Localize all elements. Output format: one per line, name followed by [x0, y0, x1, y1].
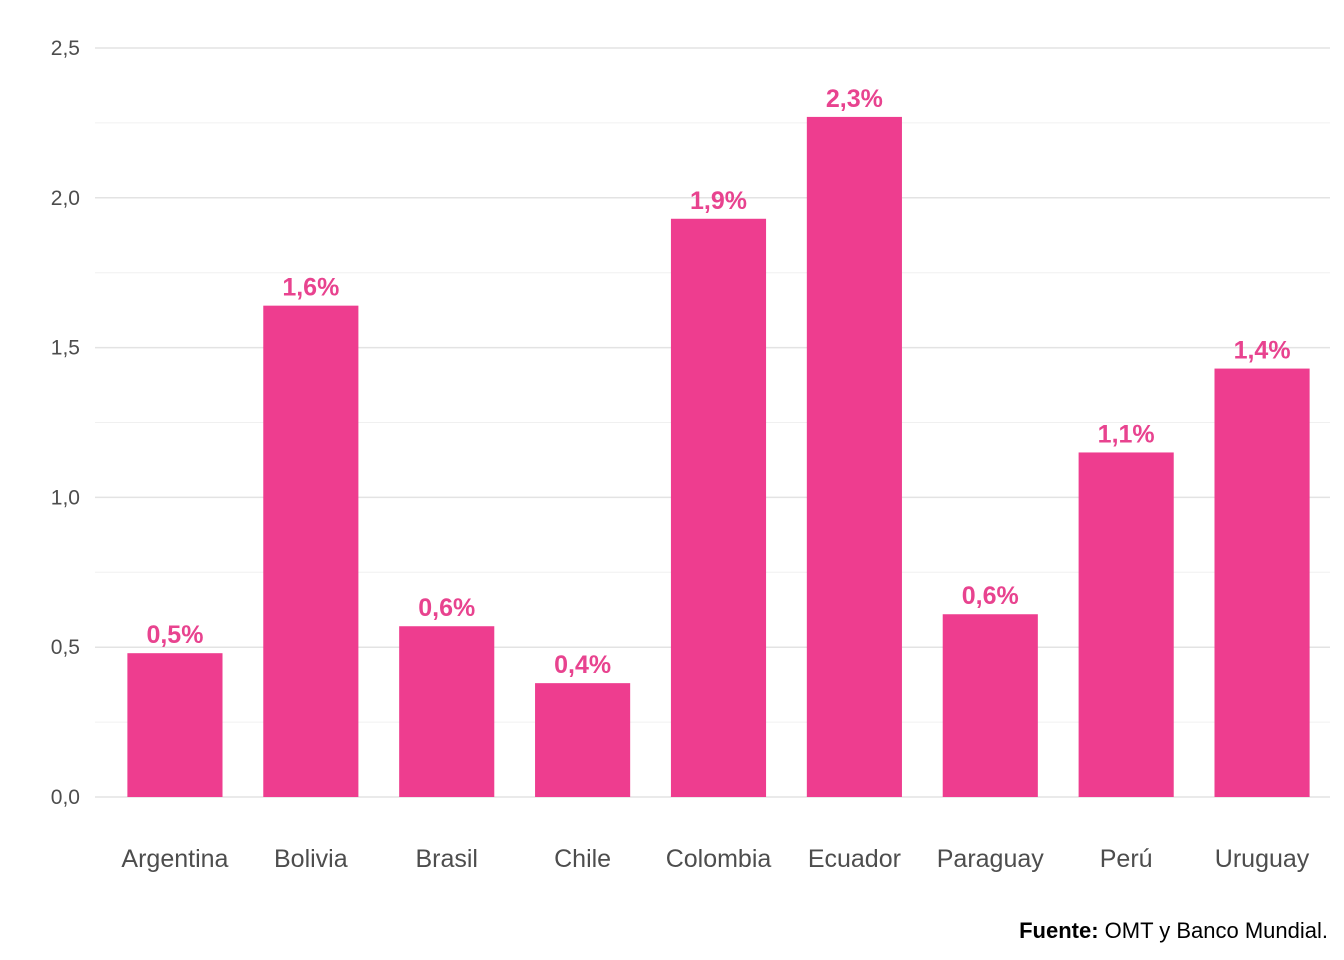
- x-axis-ticks: Argentina Bolivia Brasil Chile Colombia Ecuad…: [121, 845, 1309, 873]
- y-tick-label: 0,0: [51, 786, 80, 809]
- bar: [535, 683, 631, 797]
- y-tick-label: 1,5: [51, 337, 80, 360]
- x-tick-label: Argentina: [121, 845, 228, 873]
- x-tick-label: Ecuador: [808, 845, 901, 873]
- bar: [1214, 368, 1310, 797]
- data-label: 1,4%: [1234, 337, 1291, 365]
- source-label: Fuente:: [1019, 918, 1099, 943]
- y-tick-label: 1,0: [51, 486, 80, 509]
- data-label: 0,5%: [146, 621, 203, 649]
- data-label: 1,6%: [282, 274, 339, 302]
- bar: [399, 626, 495, 797]
- bar: [670, 218, 767, 798]
- data-label: 1,1%: [1098, 420, 1155, 448]
- x-tick-label: Chile: [554, 845, 611, 873]
- x-tick-label: Perú: [1100, 845, 1153, 873]
- x-tick-label: Brasil: [415, 845, 478, 873]
- y-tick-label: 0,5: [51, 636, 80, 659]
- data-labels: 0,5% 1,6% 0,6% 0,4% 1,9% 2,3% 0,6% 1,1% 1,4%: [146, 85, 1290, 679]
- bar: [263, 305, 359, 797]
- data-label: 0,6%: [418, 594, 475, 622]
- data-label: 0,6%: [962, 582, 1019, 610]
- bar: [806, 116, 902, 797]
- source-note: Fuente: OMT y Banco Mundial.: [1019, 918, 1328, 944]
- y-tick-label: 2,0: [51, 187, 80, 210]
- bar: [942, 614, 1038, 797]
- y-tick-label: 2,5: [51, 37, 80, 60]
- bars: [127, 116, 1310, 798]
- bar: [1078, 452, 1174, 797]
- y-axis-ticks: 0,0 0,5 1,0 1,5 2,0 2,5: [51, 37, 80, 809]
- data-label: 2,3%: [826, 85, 883, 113]
- data-label: 1,9%: [690, 187, 747, 215]
- x-tick-label: Bolivia: [274, 845, 348, 873]
- source-text: OMT y Banco Mundial.: [1098, 918, 1328, 943]
- x-tick-label: Uruguay: [1215, 845, 1310, 873]
- bar: [127, 653, 223, 797]
- x-tick-label: Colombia: [666, 845, 772, 873]
- data-label: 0,4%: [554, 651, 611, 679]
- x-tick-label: Paraguay: [937, 845, 1045, 873]
